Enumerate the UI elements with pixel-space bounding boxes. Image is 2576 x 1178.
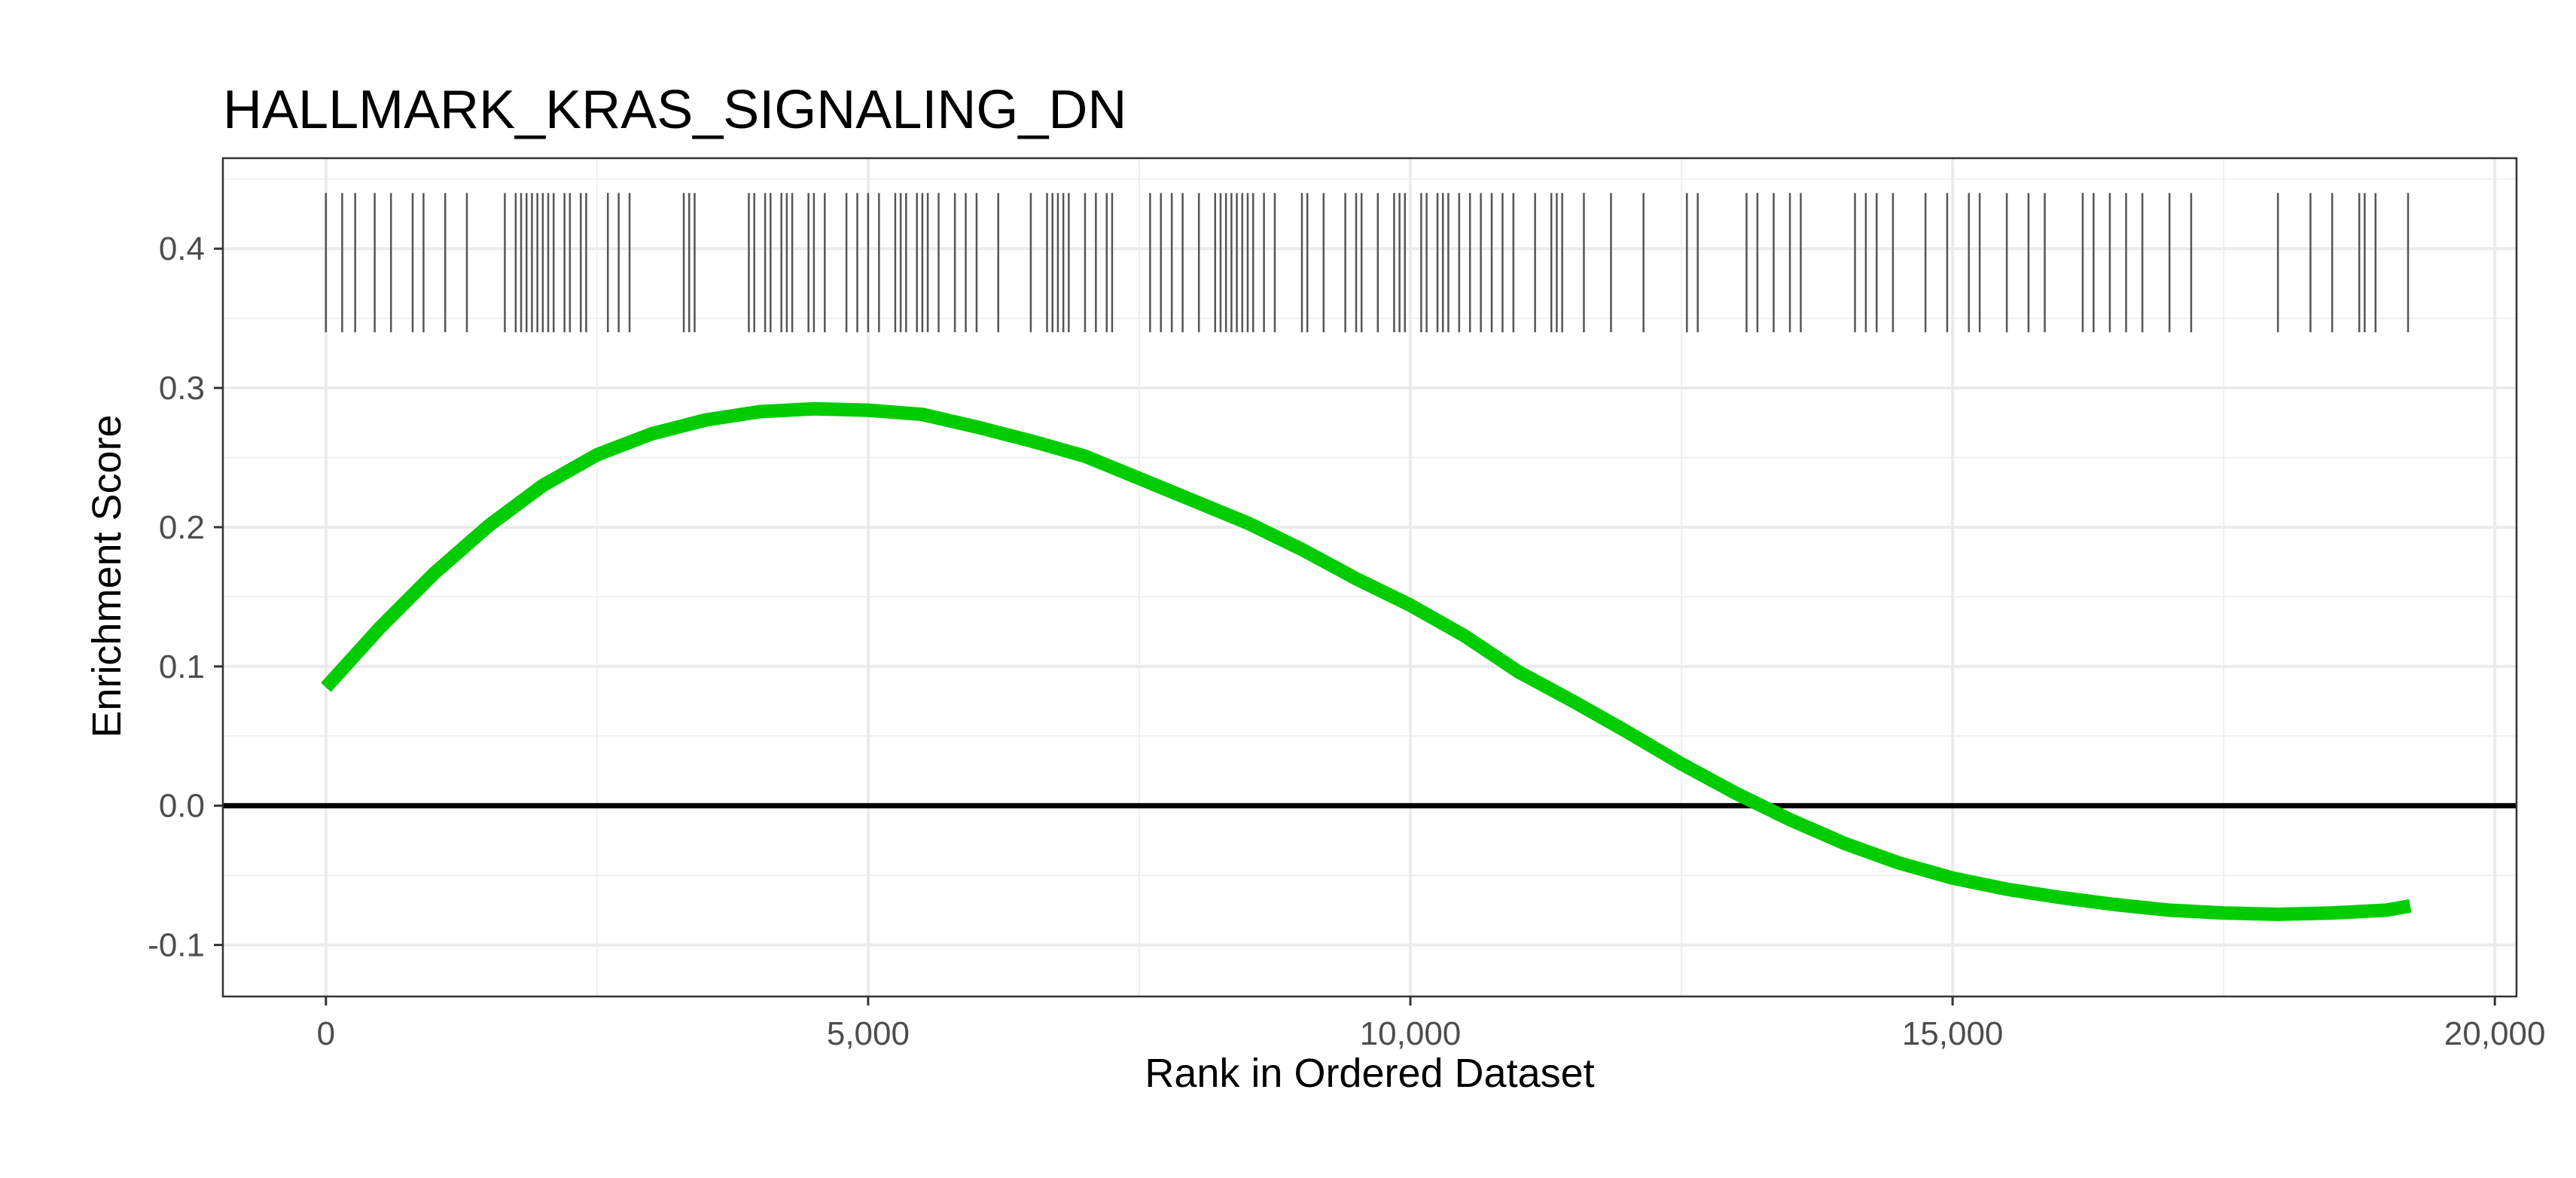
plot-panel [223,158,2517,996]
y-axis-title: Enrichment Score [84,414,130,737]
axis-layer: -0.1 0.0 0.1 0.2 0.3 0.4 0 5,000 10,000 15,000 20,… [148,157,2546,1052]
grid-layer [223,158,2517,996]
y-tick-label: -0.1 [148,927,205,964]
chart-title: HALLMARK_KRAS_SIGNALING_DN [223,80,1126,140]
y-tick-label: 0.4 [159,230,205,267]
x-tick-label: 0 [317,1015,335,1052]
y-tick-label: 0.0 [159,788,205,825]
gene-hit-marks [325,193,2410,333]
x-tick-label: 5,000 [827,1015,910,1052]
x-axis-title: Rank in Ordered Dataset [1145,1051,1594,1096]
enrichment-score-line [321,401,2412,921]
plot-panel-border [221,157,2518,998]
y-tick-label: 0.1 [159,649,205,685]
line-layer [223,401,2517,921]
y-tick-label: 0.3 [159,370,205,407]
x-tick-label: 20,000 [2444,1015,2546,1052]
x-tick-label: 10,000 [1360,1015,1462,1052]
y-tick-label: 0.2 [159,509,205,546]
x-tick-label: 15,000 [1902,1015,2004,1052]
